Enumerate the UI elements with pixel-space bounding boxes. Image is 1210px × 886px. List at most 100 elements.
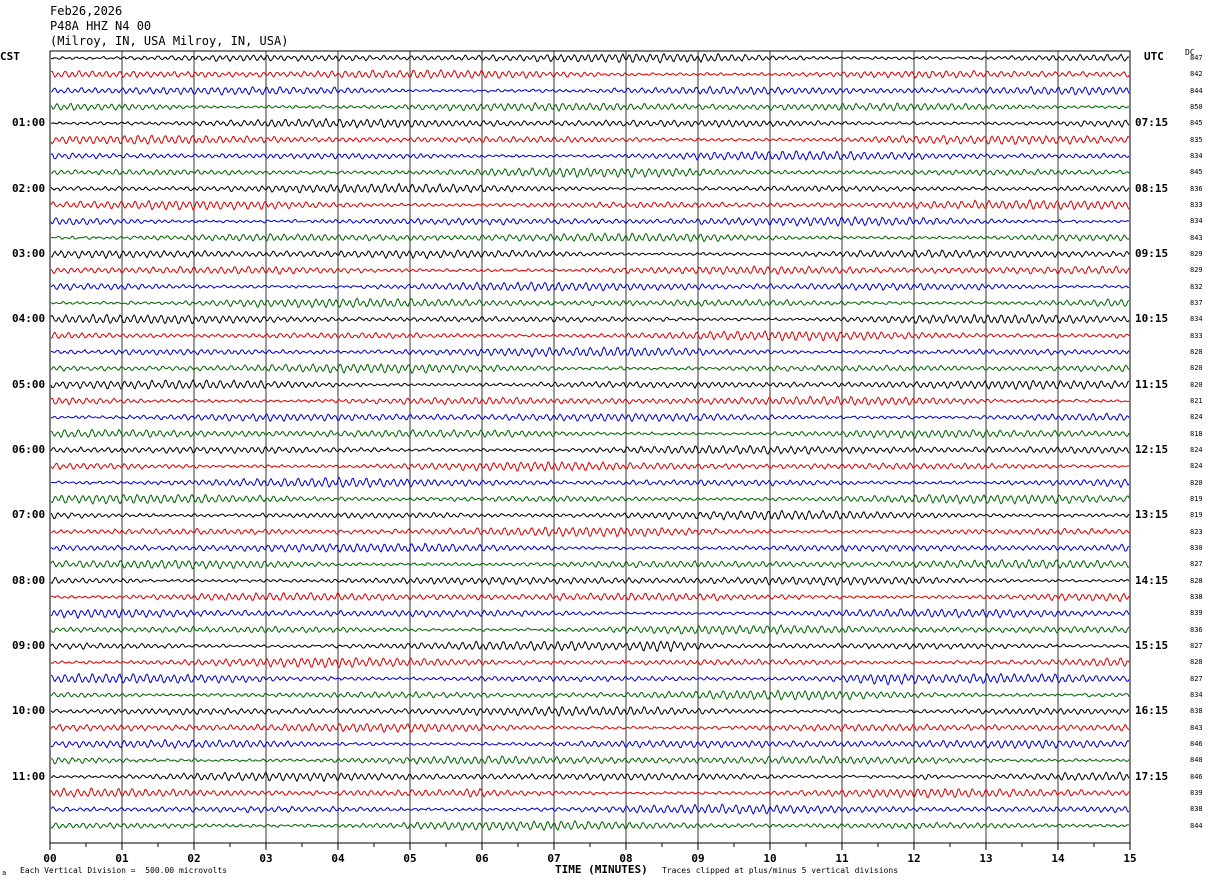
- trace-row-15: [50, 297, 1130, 309]
- x-tick-label: 07: [547, 852, 561, 865]
- left-hour-label: 03:00: [12, 247, 46, 260]
- left-hour-label: 05:00: [12, 377, 46, 391]
- dc-offset-value: 836: [1190, 625, 1203, 634]
- trace-row-9: [50, 198, 1130, 211]
- dc-offset-value: 844: [1190, 821, 1203, 830]
- dc-offset-value: 820: [1190, 380, 1203, 389]
- trace-row-43: [50, 755, 1130, 765]
- dc-offset-value: 824: [1190, 462, 1203, 471]
- trace-row-36: [50, 640, 1130, 653]
- x-tick-label: 08: [619, 852, 633, 865]
- right-hour-label: 08:15: [1135, 181, 1169, 195]
- scale-note: Each Vertical Division = 500.00 microvol…: [20, 866, 228, 875]
- dc-offset-value: 828: [1190, 348, 1203, 356]
- trace-row-4: [51, 117, 1130, 129]
- trace-row-26: [50, 476, 1130, 489]
- dc-offset-value: 823: [1190, 527, 1203, 536]
- x-tick-label: 01: [115, 852, 129, 865]
- x-tick-label: 15: [1123, 852, 1137, 865]
- trace-row-46: [50, 803, 1130, 815]
- right-hour-label: 17:15: [1135, 769, 1169, 783]
- right-hour-label: 10:15: [1135, 312, 1169, 326]
- trace-row-34: [50, 608, 1130, 620]
- trace-row-5: [50, 134, 1130, 146]
- dc-offset-value: 833: [1190, 201, 1203, 209]
- trace-row-24: [50, 444, 1130, 455]
- trace-row-27: [50, 493, 1130, 505]
- right-hour-label: 16:15: [1135, 704, 1169, 718]
- dc-offset-value: 830: [1190, 544, 1203, 552]
- trace-row-30: [50, 542, 1130, 553]
- trace-row-23: [50, 428, 1130, 440]
- x-tick-label: 04: [331, 852, 345, 865]
- trace-row-0: [50, 52, 1130, 64]
- dc-offset-value: 828: [1190, 658, 1203, 667]
- dc-offset-value: 845: [1190, 119, 1203, 128]
- dc-offset-value: 837: [1190, 299, 1203, 307]
- dc-offset-value: 839: [1190, 789, 1203, 797]
- dc-offset-value: 850: [1190, 103, 1203, 111]
- trace-row-10: [50, 216, 1130, 227]
- right-hour-label: 13:15: [1135, 508, 1169, 522]
- plot-date: Feb26,2026: [50, 4, 123, 18]
- trace-row-19: [50, 362, 1130, 375]
- x-tick-label: 09: [691, 852, 705, 865]
- trace-row-7: [51, 167, 1130, 179]
- corner-mark: a: [2, 869, 7, 877]
- right-hour-label: 09:15: [1135, 247, 1169, 260]
- dc-offset-value: 838: [1190, 593, 1203, 601]
- x-tick-label: 13: [979, 852, 993, 865]
- dc-offset-value: 847: [1190, 54, 1203, 62]
- trace-row-38: [50, 672, 1130, 686]
- dc-offset-value: 843: [1190, 233, 1203, 242]
- x-tick-label: 14: [1051, 852, 1065, 865]
- left-hour-label: 11:00: [12, 769, 46, 783]
- trace-row-12: [50, 249, 1130, 260]
- x-tick-label: 10: [763, 852, 777, 865]
- trace-row-14: [50, 281, 1130, 292]
- dc-offset-value: 846: [1190, 772, 1203, 781]
- left-hour-label: 08:00: [12, 573, 46, 587]
- dc-offset-value: 819: [1190, 495, 1203, 503]
- dc-offset-value: 844: [1190, 86, 1203, 95]
- trace-row-33: [51, 591, 1130, 603]
- trace-row-41: [50, 722, 1130, 733]
- right-hour-label: 07:15: [1135, 116, 1169, 130]
- right-hour-label: 15:15: [1135, 639, 1169, 652]
- dc-offset-value: 827: [1190, 560, 1203, 569]
- trace-row-6: [50, 150, 1130, 161]
- trace-row-1: [50, 68, 1130, 79]
- trace-row-47: [50, 820, 1129, 832]
- dc-offset-value: 846: [1190, 740, 1203, 748]
- dc-offset-value: 832: [1190, 282, 1203, 291]
- left-hour-label: 06:00: [12, 443, 46, 456]
- dc-offset-value: 843: [1190, 723, 1203, 732]
- dc-offset-value: 835: [1190, 135, 1203, 144]
- x-tick-label: 11: [835, 852, 849, 865]
- trace-row-35: [50, 624, 1130, 636]
- trace-row-28: [50, 509, 1130, 521]
- dc-column-label: DC: [1185, 48, 1195, 57]
- trace-row-22: [50, 412, 1130, 423]
- left-hour-label: 01:00: [12, 116, 46, 130]
- dc-offset-value: 834: [1190, 217, 1203, 226]
- dc-offset-value: 827: [1190, 674, 1203, 683]
- dc-offset-value: 845: [1190, 168, 1203, 177]
- dc-offset-value: 834: [1190, 691, 1203, 699]
- clip-note: Traces clipped at plus/minus 5 vertical …: [662, 866, 899, 875]
- trace-row-29: [50, 526, 1130, 538]
- right-hour-label: 11:15: [1135, 377, 1169, 391]
- x-tick-label: 05: [403, 852, 417, 865]
- right-hour-label: 14:15: [1135, 573, 1169, 587]
- dc-offset-value: 821: [1190, 397, 1203, 405]
- trace-row-18: [50, 346, 1130, 358]
- dc-offset-value: 824: [1190, 446, 1203, 454]
- trace-row-11: [50, 232, 1130, 243]
- left-timezone-label: CST: [0, 50, 20, 63]
- x-tick-label: 12: [907, 852, 921, 865]
- trace-row-45: [50, 787, 1130, 799]
- dc-offset-value: 838: [1190, 805, 1203, 814]
- left-hour-label: 04:00: [12, 312, 46, 326]
- dc-offset-value: 829: [1190, 250, 1203, 258]
- right-timezone-label: UTC: [1144, 50, 1164, 63]
